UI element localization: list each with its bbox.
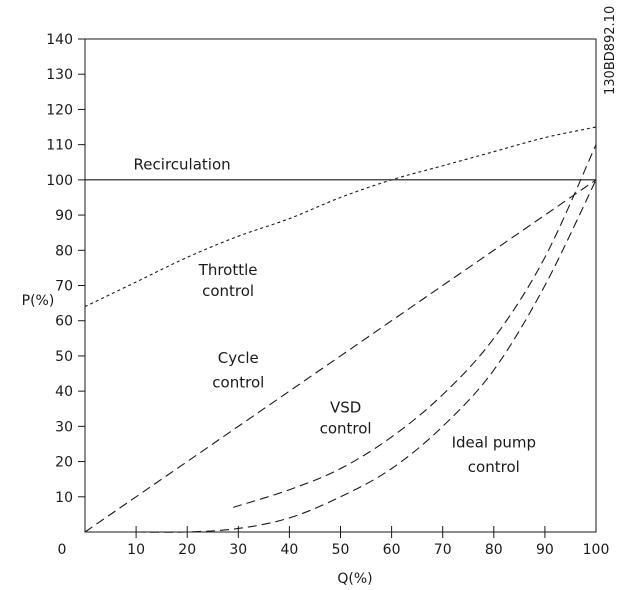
axes: 10 20 30 40 50 60 70 80 90 100 110 120 130 140 0 10 20 30… <box>46 32 609 558</box>
series-group <box>84 126 597 533</box>
y-tick-label-110: 110 <box>46 138 73 154</box>
y-tick-label-60: 60 <box>55 314 73 330</box>
x-tick-label-40: 40 <box>280 542 298 558</box>
y-tick-label-10: 10 <box>55 490 73 506</box>
y-tick-label-30: 30 <box>55 419 73 435</box>
x-tick-label-60: 60 <box>383 542 401 558</box>
y-tick-label-70: 70 <box>55 279 73 295</box>
annotation-1: Throttle <box>198 261 258 279</box>
x-tick-label-20: 20 <box>178 542 196 558</box>
series-line-vsd-control <box>233 144 597 508</box>
figure-code: 130BD892.10 <box>603 6 618 95</box>
x-axis-label: Q(%) <box>337 571 372 587</box>
x-tick-label-90: 90 <box>536 542 554 558</box>
y-tick-label-40: 40 <box>55 384 73 400</box>
y-axis-label: P(%) <box>22 293 55 309</box>
series-line-ideal-pump-control <box>136 179 597 533</box>
x-tick-label-80: 80 <box>485 542 503 558</box>
x-tick-label-100: 100 <box>583 542 610 558</box>
x-tick-label-30: 30 <box>229 542 247 558</box>
series-line-throttle-control <box>84 126 597 308</box>
y-tick-label-20: 20 <box>55 455 73 471</box>
annotation-2: control <box>202 282 254 300</box>
y-tick-label-140: 140 <box>46 32 73 48</box>
annotations: Recirculation Throttle control Cycle control… <box>134 155 536 476</box>
annotation-6: control <box>320 419 372 437</box>
y-tick-label-50: 50 <box>55 349 73 365</box>
y-tick-label-120: 120 <box>46 102 73 118</box>
annotation-8: control <box>468 458 520 476</box>
y-tick-label-90: 90 <box>55 208 73 224</box>
x-tick-label-10: 10 <box>127 542 145 558</box>
x-tick-label-0: 0 <box>58 542 67 558</box>
y-tick-label-80: 80 <box>55 243 73 259</box>
series-line-cycle-control <box>84 179 597 533</box>
annotation-7: Ideal pump <box>452 433 536 451</box>
x-tick-label-50: 50 <box>332 542 350 558</box>
x-tick-label-70: 70 <box>434 542 452 558</box>
y-tick-label-100: 100 <box>46 173 73 189</box>
annotation-4: control <box>212 374 264 392</box>
annotation-5: VSD <box>330 398 361 416</box>
annotation-0: Recirculation <box>134 155 231 173</box>
annotation-3: Cycle <box>218 349 259 367</box>
y-tick-label-130: 130 <box>46 67 73 83</box>
